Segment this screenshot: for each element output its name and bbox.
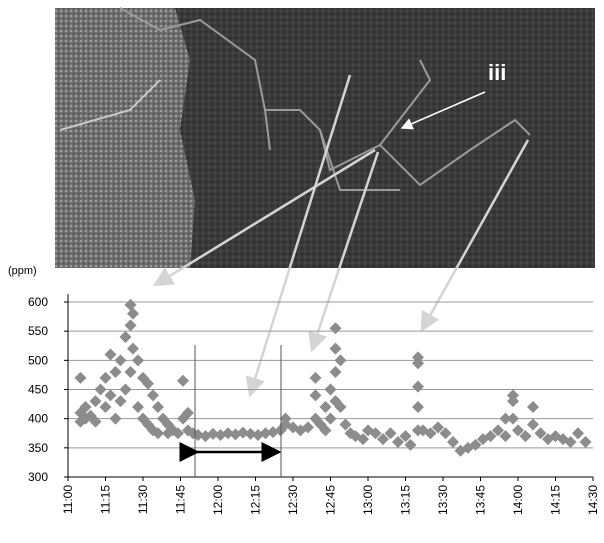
data-point (132, 401, 144, 413)
data-point (125, 319, 137, 331)
x-tick-label: 14:30 (586, 485, 600, 515)
data-point (310, 372, 322, 384)
x-tick-label: 14:00 (511, 485, 525, 515)
data-point (412, 381, 424, 393)
data-point (147, 389, 159, 401)
data-point (152, 401, 164, 413)
data-point (527, 401, 539, 413)
image-label: iii (488, 60, 506, 85)
x-tick-label: 14:15 (549, 485, 563, 515)
data-point (330, 322, 342, 334)
y-axis-label: (ppm) (8, 265, 37, 277)
data-point (110, 413, 122, 425)
x-tick-label: 13:15 (399, 485, 413, 515)
data-point (320, 401, 332, 413)
data-point (120, 331, 132, 343)
data-point (507, 413, 519, 425)
y-tick-label: 350 (28, 441, 48, 455)
y-tick-label: 300 (28, 470, 48, 484)
data-point (105, 349, 117, 361)
data-point (100, 401, 112, 413)
data-point (310, 389, 322, 401)
x-tick-label: 13:00 (361, 485, 375, 515)
y-tick-label: 550 (28, 324, 48, 338)
chart: iii (ppm) 300 350 400 450 500 550 600 11:00 11:1… (0, 0, 604, 538)
time-window (195, 345, 281, 477)
data-point (115, 354, 127, 366)
data-point (115, 395, 127, 407)
x-tick-label: 11:45 (174, 485, 188, 514)
data-point (75, 372, 87, 384)
y-tick-label: 400 (28, 412, 48, 426)
data-point (100, 372, 112, 384)
data-point (527, 419, 539, 431)
data-point (325, 384, 337, 396)
x-tick-label: 13:45 (474, 485, 488, 515)
x-tick-label: 11:00 (61, 485, 75, 514)
data-point (95, 384, 107, 396)
data-point (127, 343, 139, 355)
data-point (325, 413, 337, 425)
data-point (335, 354, 347, 366)
satellite-image (55, 8, 595, 268)
y-tick-label: 600 (28, 295, 48, 309)
data-point (580, 436, 592, 448)
data-point (110, 366, 122, 378)
data-point (127, 308, 139, 320)
x-tick-label: 12:15 (249, 485, 263, 515)
data-point (572, 427, 584, 439)
data-point (412, 401, 424, 413)
page: {"chart_data": {"type": "scatter", "y_la… (0, 0, 604, 543)
plot-area: 300 350 400 450 500 550 600 11:00 11:15 11:30 11:4… (28, 294, 600, 515)
y-tick-label: 500 (28, 353, 48, 367)
x-tick-label: 11:30 (136, 485, 150, 514)
data-point (105, 389, 117, 401)
x-tick-label: 12:45 (324, 485, 338, 515)
data-point (447, 436, 459, 448)
data-point (132, 354, 144, 366)
data-point (330, 366, 342, 378)
x-tick-label: 12:00 (211, 485, 225, 515)
x-tick-label: 13:30 (436, 485, 450, 515)
data-point (330, 343, 342, 355)
x-tick-label: 12:30 (286, 485, 300, 515)
y-tick-label: 450 (28, 383, 48, 397)
data-point (177, 375, 189, 387)
data-point (125, 366, 137, 378)
data-point (125, 299, 137, 311)
x-tick-label: 11:15 (99, 485, 113, 514)
data-point (120, 384, 132, 396)
data-point (90, 395, 102, 407)
